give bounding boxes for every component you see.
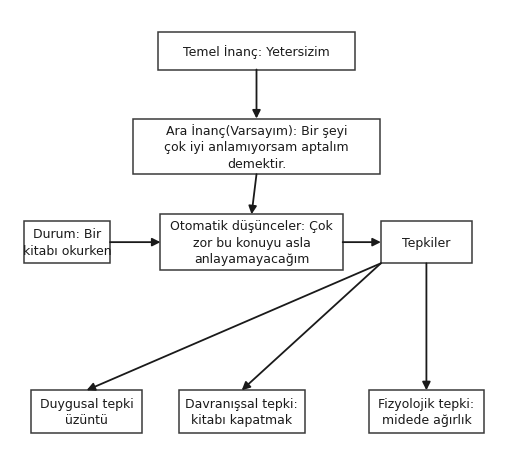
Text: Tepkiler: Tepkiler [402, 236, 450, 249]
Text: Durum: Bir
kitabı okurken: Durum: Bir kitabı okurken [23, 228, 111, 257]
Text: Fizyolojik tepki:
midede ağırlık: Fizyolojik tepki: midede ağırlık [379, 397, 475, 426]
FancyBboxPatch shape [158, 32, 355, 70]
FancyBboxPatch shape [24, 221, 110, 264]
Text: Temel İnanç: Yetersizim: Temel İnanç: Yetersizim [183, 44, 330, 58]
FancyBboxPatch shape [368, 390, 484, 432]
FancyBboxPatch shape [31, 390, 142, 432]
FancyBboxPatch shape [133, 119, 380, 175]
Text: Davranışsal tepki:
kitabı kapatmak: Davranışsal tepki: kitabı kapatmak [185, 397, 298, 426]
FancyBboxPatch shape [381, 221, 472, 264]
Text: Duygusal tepki
üzüntü: Duygusal tepki üzüntü [40, 397, 133, 426]
Text: Ara İnanç(Varsayım): Bir şeyi
çok iyi anlamıyorsam aptalım
demektir.: Ara İnanç(Varsayım): Bir şeyi çok iyi an… [164, 124, 349, 170]
Text: Otomatik düşünceler: Çok
zor bu konuyu asla
anlayamayacağım: Otomatik düşünceler: Çok zor bu konuyu a… [170, 219, 333, 266]
FancyBboxPatch shape [161, 215, 343, 270]
FancyBboxPatch shape [179, 390, 305, 432]
